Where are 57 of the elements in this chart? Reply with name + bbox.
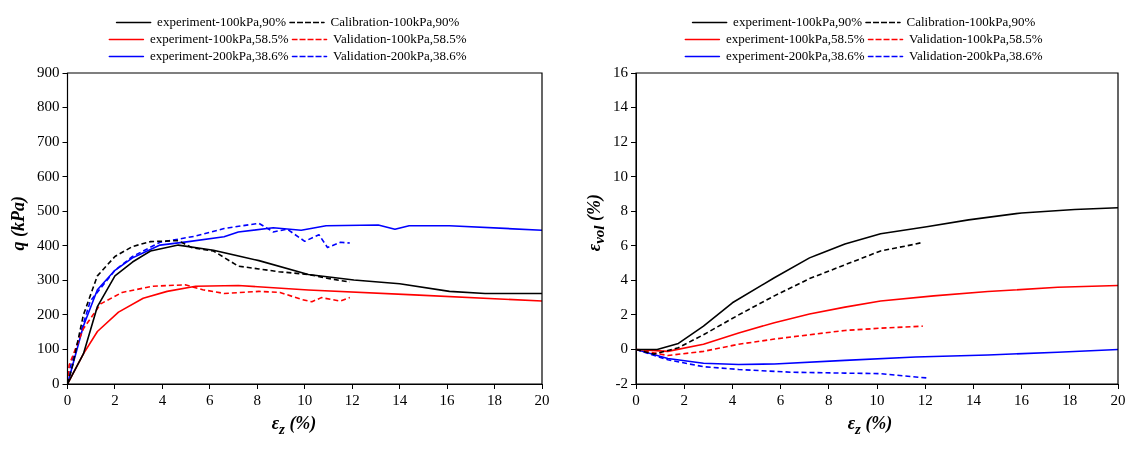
x-tick-label: 8 (253, 391, 262, 408)
x-tick-label: 16 (439, 391, 456, 408)
y-tick-label: 8 (620, 202, 628, 219)
x-tick-label: 6 (776, 391, 785, 408)
y-tick-label: 800 (37, 98, 60, 115)
x-tick-label: 12 (917, 391, 933, 408)
y-tick-label: 2 (620, 305, 628, 322)
x-tick-label: 10 (297, 391, 313, 408)
y-axis-title: q (kPa) (8, 195, 29, 251)
legend-label: Validation-100kPa,58.5% (333, 30, 467, 46)
y-tick-label: 200 (37, 305, 60, 322)
legend-label: experiment-200kPa,38.6% (725, 47, 865, 63)
y-tick-label: 12 (613, 133, 628, 150)
x-tick-label: 18 (1062, 391, 1078, 408)
x-tick-label: 14 (392, 391, 408, 408)
legend-label: Validation-200kPa,38.6% (333, 47, 467, 63)
legend-label: Calibration-100kPa,90% (330, 13, 460, 29)
x-axis-title: ε$_{z}$ (%) (846, 413, 894, 438)
y-tick-label: 6 (620, 236, 629, 253)
legend-label: Validation-200kPa,38.6% (909, 47, 1043, 63)
x-tick-label: 8 (825, 391, 833, 408)
y-tick-label: 600 (37, 167, 60, 184)
x-tick-label: 4 (728, 391, 737, 408)
x-tick-label: 20 (534, 391, 550, 408)
y-tick-label: 16 (613, 63, 629, 80)
x-tick-label: 18 (487, 391, 503, 408)
y-tick-label: 4 (620, 271, 629, 288)
y-tick-label: -2 (615, 374, 628, 391)
x-tick-label: 2 (111, 391, 119, 408)
y-tick-label: 14 (613, 98, 629, 115)
y-tick-label: 700 (37, 133, 60, 150)
x-tick-label: 14 (965, 391, 982, 408)
legend-label: experiment-100kPa,58.5% (725, 30, 865, 46)
legend-label: experiment-100kPa,90% (733, 13, 863, 29)
x-tick-label: 6 (206, 391, 215, 408)
legend-label: experiment-200kPa,38.6% (149, 47, 289, 63)
x-tick-label: 20 (1110, 391, 1126, 408)
y-tick-label: 900 (37, 63, 60, 80)
x-tick-label: 12 (344, 391, 360, 408)
x-tick-label: 0 (632, 391, 640, 408)
x-tick-label: 16 (1014, 391, 1030, 408)
x-tick-label: 2 (680, 391, 688, 408)
y-tick-label: 0 (620, 340, 628, 357)
legend-label: Validation-100kPa,58.5% (909, 30, 1043, 46)
x-tick-label: 0 (63, 391, 72, 408)
x-tick-label: 10 (869, 391, 885, 408)
legend-label: experiment-100kPa,90% (157, 13, 287, 29)
legend-label: Calibration-100kPa,90% (906, 13, 1036, 29)
y-tick-label: 100 (37, 340, 60, 357)
y-tick-label: 300 (37, 271, 60, 288)
y-tick-label: 500 (37, 202, 60, 219)
x-axis-title: ε$_{z}$ (%) (270, 413, 318, 438)
x-tick-label: 4 (158, 391, 167, 408)
legend-label: experiment-100kPa,58.5% (149, 30, 289, 46)
y-tick-label: 0 (52, 374, 60, 391)
y-tick-label: 400 (37, 236, 60, 253)
y-tick-label: 10 (613, 167, 628, 184)
